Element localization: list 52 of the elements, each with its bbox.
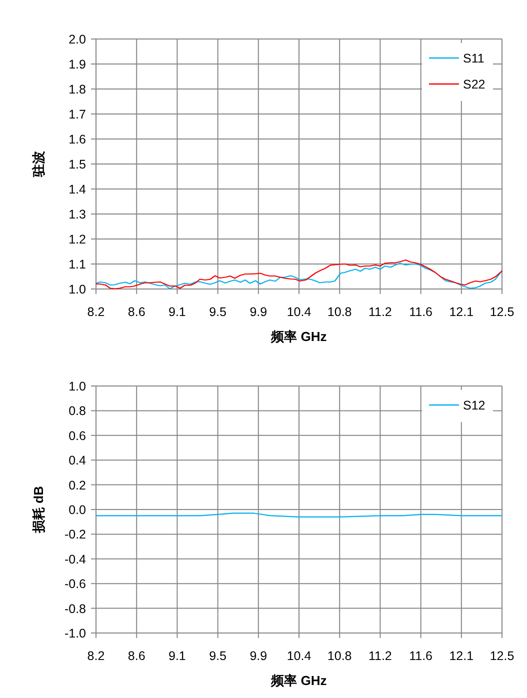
x-tick-label: 12.1: [449, 305, 474, 319]
y-tick-label: -0.8: [64, 602, 86, 616]
y-tick-label: 2.0: [68, 32, 86, 46]
x-tick-label: 11.6: [409, 305, 433, 319]
x-tick-label: 8.2: [87, 305, 105, 319]
x-tick-label: 10.4: [286, 649, 312, 663]
y-tick-label: -1.0: [64, 626, 86, 640]
x-tick-label: 8.2: [87, 649, 105, 663]
y-tick-label: 0.4: [68, 454, 86, 468]
y-tick-label: 0.0: [68, 503, 86, 517]
y-tick-label: 1.3: [68, 208, 86, 222]
x-tick-label: 12.5: [490, 305, 514, 319]
y-tick-label: 1.7: [68, 108, 86, 122]
x-tick-label: 10.8: [327, 649, 352, 663]
y-tick-label: 1.8: [68, 82, 86, 96]
x-tick-label: 12.5: [490, 649, 514, 663]
y-tick-label: 1.2: [68, 232, 86, 246]
y-tick-label: -0.4: [64, 552, 86, 566]
x-tick-label: 11.2: [368, 305, 392, 319]
x-tick-label: 10.4: [286, 305, 312, 319]
y-tick-label: 1.0: [68, 380, 86, 394]
y-tick-label: 1.0: [68, 282, 86, 296]
x-tick-label: 11.2: [368, 649, 392, 663]
x-tick-label: 9.9: [250, 305, 268, 319]
x-tick-label: 11.6: [409, 649, 433, 663]
legend-label: S11: [463, 52, 484, 66]
x-axis-title: 频率 GHz: [270, 673, 328, 688]
x-axis-title: 频率 GHz: [270, 329, 328, 344]
x-tick-label: 9.1: [168, 649, 186, 663]
y-tick-label: -0.2: [64, 528, 86, 542]
x-tick-label: 9.9: [250, 649, 268, 663]
x-tick-label: 8.6: [128, 305, 146, 319]
legend: S12: [422, 390, 493, 422]
x-tick-label: 9.5: [209, 649, 227, 663]
y-tick-label: 1.6: [68, 132, 86, 146]
y-axis-title: 损耗 dB: [31, 486, 46, 534]
y-tick-label: 1.9: [68, 58, 86, 72]
y-tick-label: 1.4: [68, 182, 86, 196]
y-tick-label: 0.6: [68, 428, 86, 443]
y-tick-label: -0.6: [64, 577, 86, 592]
legend-label: S22: [463, 78, 486, 92]
legend-label: S12: [463, 398, 486, 412]
x-tick-label: 8.6: [128, 649, 146, 663]
y-tick-label: 0.8: [68, 404, 86, 418]
x-tick-label: 9.5: [209, 305, 227, 319]
y-axis-title: 驻波: [31, 150, 46, 178]
x-tick-label: 10.8: [327, 305, 352, 319]
y-tick-label: 0.2: [68, 478, 86, 492]
x-tick-label: 12.1: [449, 649, 474, 663]
y-tick-label: 1.1: [68, 258, 86, 272]
x-tick-label: 9.1: [168, 305, 186, 319]
y-tick-label: 1.5: [68, 158, 86, 172]
